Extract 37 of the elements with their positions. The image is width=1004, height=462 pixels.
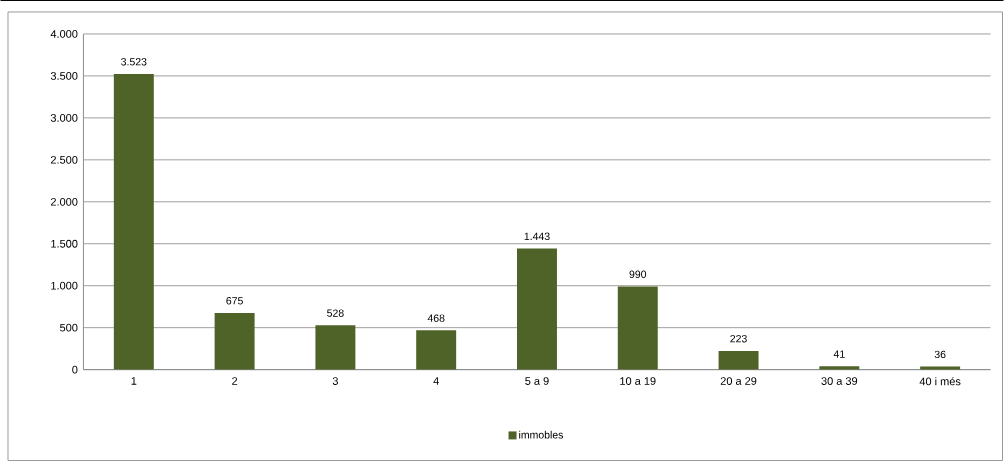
data-label: 1.443 <box>524 232 550 241</box>
data-label: 675 <box>226 297 243 305</box>
y-tick-label: 3.000 <box>50 114 78 122</box>
x-tick-label: 3 <box>332 377 338 386</box>
y-tick-label: 500 <box>60 324 78 332</box>
bar <box>617 286 658 370</box>
bar <box>113 74 154 370</box>
bar <box>416 330 457 370</box>
legend-label: immobles <box>519 431 564 439</box>
x-tick-label: 20 a 29 <box>720 377 757 386</box>
y-tick-label: 2.500 <box>50 156 78 164</box>
data-label: 41 <box>833 350 845 358</box>
bar <box>517 248 557 370</box>
x-tick-label: 5 a 9 <box>525 377 549 386</box>
bar <box>214 313 255 370</box>
bar <box>315 325 356 370</box>
x-tick-label: 10 a 19 <box>620 377 656 386</box>
y-tick-label: 2.000 <box>50 198 78 206</box>
x-tick-label: 4 <box>433 377 439 385</box>
data-label: 223 <box>730 335 747 343</box>
bar <box>819 366 860 370</box>
y-tick-label: 0 <box>72 365 78 374</box>
bar <box>920 366 961 370</box>
x-tick-label: 30 a 39 <box>821 377 858 386</box>
y-tick-label: 1.000 <box>51 282 78 290</box>
data-label: 528 <box>327 309 344 318</box>
data-label: 468 <box>427 314 445 323</box>
x-tick-label: 2 <box>232 377 238 386</box>
bar <box>718 351 759 370</box>
data-label: 3.523 <box>121 58 147 66</box>
data-label: 36 <box>934 350 946 359</box>
y-tick-label: 1.500 <box>51 240 78 248</box>
y-tick-label: 4.000 <box>50 30 78 39</box>
data-label: 990 <box>629 270 647 279</box>
x-tick-label: 1 <box>131 377 137 385</box>
y-tick-label: 3.500 <box>50 72 78 81</box>
x-tick-label: 40 i més <box>919 377 961 386</box>
